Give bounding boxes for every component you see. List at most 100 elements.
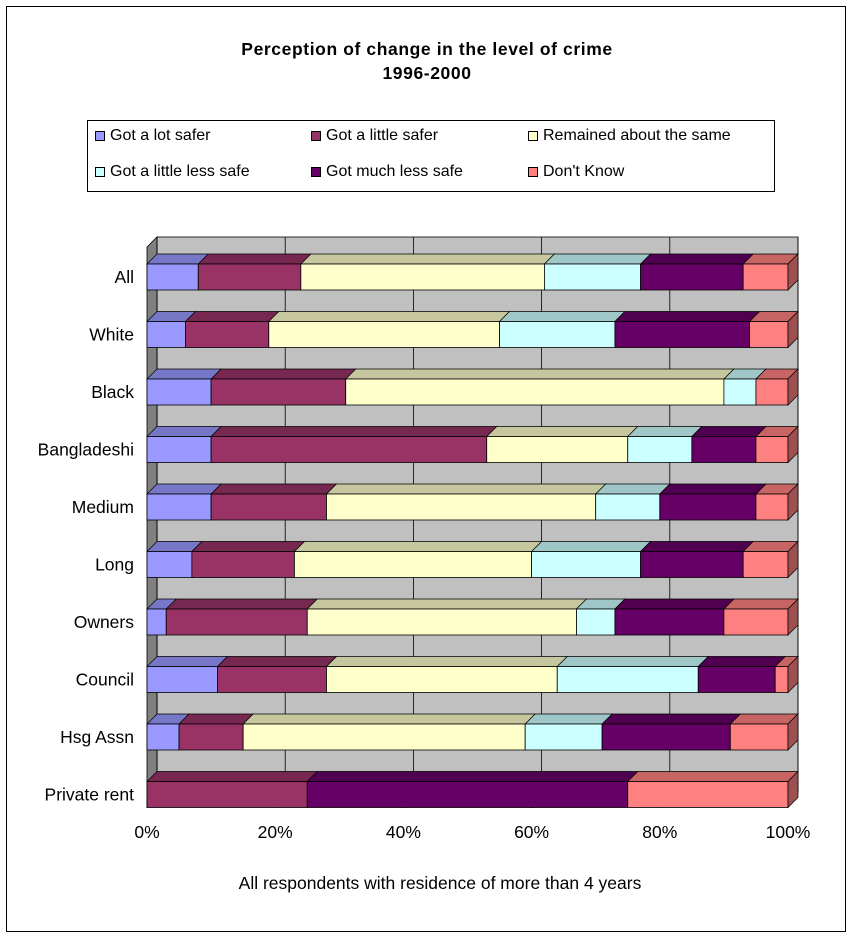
bar-segment-private-rent-got-a-little-safer — [146, 781, 308, 808]
bar-segment-white-don-t-know-end — [787, 310, 799, 349]
bar-segment-council-don-t-know — [774, 666, 789, 693]
legend-entry-got-a-little-safer: Got a little safer — [311, 125, 438, 147]
y-category-label: Medium — [72, 497, 134, 517]
bar-segment-black-got-a-little-less-safe — [723, 378, 757, 406]
bar-segment-council-got-a-little-safer-top — [216, 656, 338, 667]
x-tick-label: 40% — [386, 822, 421, 842]
x-axis-label: All respondents with residence of more t… — [239, 873, 642, 893]
bar-segment-owners-got-much-less-safe-top — [614, 598, 735, 610]
bar-segment-council-got-much-less-safe-top — [697, 656, 787, 667]
bar-segment-long-got-much-less-safe-top — [639, 541, 754, 552]
bar-segment-owners-got-much-less-safe — [614, 608, 725, 636]
bar-segment-black-don-t-know — [755, 378, 789, 406]
bar-segment-white-got-a-little-safer — [185, 321, 270, 348]
bar-segment-white-got-a-little-less-safe-top — [498, 311, 626, 322]
bar-segment-council-got-much-less-safe — [697, 666, 776, 693]
bar-segment-long-got-a-little-less-safe-top — [530, 541, 652, 552]
legend-label: Don't Know — [543, 163, 625, 180]
bar-segment-all-got-a-little-safer — [197, 263, 302, 291]
bar-segment-owners-got-a-lot-safer — [146, 608, 167, 636]
bar-segment-all-got-a-little-less-safe — [544, 263, 641, 291]
bar-group-bangladeshi — [146, 425, 799, 464]
bar-segment-medium-got-a-lot-safer — [146, 493, 212, 521]
bar-segment-medium-don-t-know-end — [787, 483, 799, 521]
bar-segment-council-got-a-lot-safer — [146, 666, 218, 693]
bar-segment-long-got-a-lot-safer — [146, 551, 193, 578]
bar-segment-private-rent-got-much-less-safe — [306, 781, 629, 808]
legend-label: Got a lot safer — [110, 127, 211, 144]
bar-segment-hsg-assn-remained-about-the-same-top — [242, 713, 537, 725]
bar-segment-council-don-t-know-end — [787, 655, 799, 694]
bar-segment-bangladeshi-got-much-less-safe-top — [691, 426, 767, 437]
bar-segment-medium-got-a-lot-safer-top — [146, 483, 222, 495]
bar-segment-hsg-assn-don-t-know-top — [729, 713, 799, 725]
legend-entry-got-a-little-less-safe: Got a little less safe — [95, 161, 250, 183]
bar-segment-white-got-a-little-safer-top — [184, 311, 280, 322]
legend-swatch — [528, 131, 538, 141]
y-category-label: Long — [95, 555, 134, 575]
bar-segment-black-got-a-lot-safer — [146, 378, 212, 406]
bar-segment-white-got-much-less-safe — [614, 321, 750, 348]
chart-title-line-1: Perception of change in the level of cri… — [241, 39, 613, 59]
bar-segment-long-got-a-little-less-safe — [531, 551, 641, 578]
bar-group-white — [146, 310, 799, 349]
bar-segment-medium-got-a-little-less-safe-top — [594, 483, 671, 495]
bar-segment-owners-got-a-little-less-safe — [576, 608, 616, 636]
bar-segment-bangladeshi-got-a-lot-safer-top — [146, 426, 222, 437]
legend-entry-don-t-know: Don't Know — [528, 161, 624, 183]
bar-segment-all-got-a-little-safer-top — [197, 253, 312, 265]
bar-segment-owners-don-t-know — [723, 608, 789, 636]
bar-segment-medium-got-a-little-safer — [210, 493, 327, 521]
bar-group-hsg-assn — [146, 713, 799, 751]
bar-segment-white-got-a-lot-safer — [146, 321, 186, 348]
chart-title: Perception of change in the level of cri… — [7, 37, 847, 85]
bar-segment-all-got-a-lot-safer — [146, 263, 199, 291]
bar-segment-hsg-assn-got-much-less-safe — [601, 723, 731, 751]
legend-swatch — [95, 131, 105, 141]
bar-segment-bangladeshi-remained-about-the-same-top — [485, 426, 639, 437]
bar-segment-bangladeshi-don-t-know-end — [787, 425, 799, 464]
bar-segment-council-got-a-little-less-safe-top — [556, 656, 710, 667]
bar-segment-private-rent-got-a-little-safer-top — [146, 771, 319, 782]
bar-segment-long-got-much-less-safe — [640, 551, 744, 578]
bar-segment-council-remained-about-the-same — [326, 666, 558, 693]
legend-label: Got a little safer — [326, 127, 439, 144]
bar-segment-white-remained-about-the-same — [268, 321, 500, 348]
y-category-label: White — [89, 325, 134, 345]
bar-segment-long-remained-about-the-same-top — [293, 541, 543, 552]
bar-group-black — [146, 368, 799, 406]
bar-segment-all-remained-about-the-same — [300, 263, 545, 291]
bar-segment-council-remained-about-the-same-top — [325, 656, 569, 667]
bar-segment-long-remained-about-the-same — [294, 551, 532, 578]
bar-segment-owners-remained-about-the-same-top — [306, 598, 588, 610]
bar-segment-medium-remained-about-the-same — [326, 493, 597, 521]
bar-segment-council-got-a-little-safer — [217, 666, 327, 693]
bar-segment-black-remained-about-the-same-top — [344, 368, 735, 380]
bar-segment-medium-don-t-know — [755, 493, 789, 521]
x-tick-label: 100% — [766, 822, 811, 842]
bar-segment-medium-remained-about-the-same-top — [325, 483, 607, 495]
bar-segment-hsg-assn-got-much-less-safe-top — [601, 713, 742, 725]
bar-segment-bangladeshi-got-a-little-less-safe-top — [626, 426, 703, 437]
bar-segment-all-got-much-less-safe-top — [639, 253, 754, 265]
bar-segment-owners-got-a-little-safer-top — [165, 598, 319, 610]
bar-segment-all-don-t-know-end — [787, 253, 799, 291]
bar-segment-hsg-assn-got-a-lot-safer — [146, 723, 180, 751]
bar-group-long — [146, 540, 799, 579]
y-category-label: Council — [76, 670, 134, 690]
bar-segment-black-got-a-little-safer-top — [210, 368, 357, 380]
x-tick-label: 0% — [134, 822, 159, 842]
y-category-label: Hsg Assn — [60, 727, 134, 747]
bar-group-council — [146, 655, 799, 694]
bar-segment-white-got-much-less-safe-top — [614, 311, 761, 322]
y-category-label: Private rent — [45, 785, 135, 805]
bar-segment-white-remained-about-the-same-top — [267, 311, 511, 322]
bar-segment-owners-remained-about-the-same — [306, 608, 577, 636]
bar-segment-long-got-a-little-safer-top — [191, 541, 306, 552]
bar-segment-all-remained-about-the-same-top — [299, 253, 556, 265]
legend-label: Remained about the same — [543, 127, 731, 144]
bar-segment-hsg-assn-got-a-little-safer — [178, 723, 244, 751]
x-tick-label: 60% — [514, 822, 549, 842]
bar-segment-owners-don-t-know-top — [723, 598, 799, 610]
bar-segment-private-rent-don-t-know-top — [626, 771, 799, 782]
